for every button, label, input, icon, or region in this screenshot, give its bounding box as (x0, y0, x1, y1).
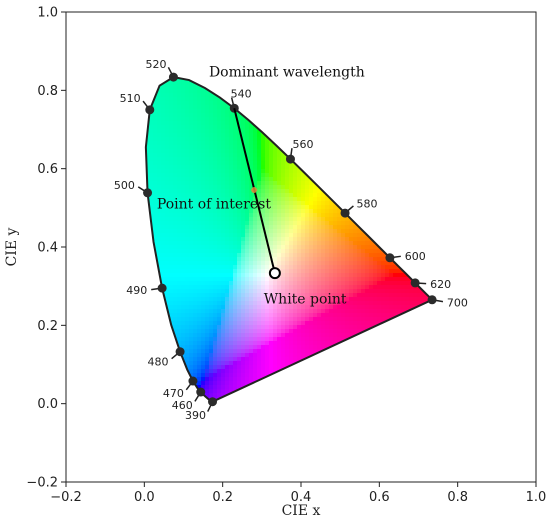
y-tick-label: 0.2 (37, 319, 58, 334)
y-tick-label: 0.6 (37, 162, 58, 177)
x-tick-label: 0.0 (134, 490, 155, 505)
x-tick-label: −0.2 (50, 490, 82, 505)
wavelength-dot (196, 387, 206, 397)
wavelength-dot (168, 72, 178, 82)
wavelength-marker-490: 490 (126, 283, 167, 297)
wavelength-label: 580 (356, 197, 377, 210)
wavelength-marker-390: 390 (185, 397, 218, 422)
wavelength-label: 480 (148, 355, 169, 368)
y-axis-label: CIE y (4, 228, 20, 267)
point-of-interest-marker (251, 187, 258, 194)
wavelength-dot (410, 278, 420, 288)
x-tick-label: 0.6 (369, 490, 390, 505)
wavelength-marker-700: 700 (427, 295, 468, 309)
wavelength-label: 520 (146, 58, 167, 71)
x-tick-label: 0.2 (212, 490, 233, 505)
wavelength-label: 540 (231, 88, 252, 101)
x-tick-label: 0.4 (291, 490, 312, 505)
wavelength-dot (285, 154, 295, 164)
wavelength-label: 600 (405, 250, 426, 263)
y-tick-label: 0.0 (37, 397, 58, 412)
wavelength-marker-580: 580 (340, 197, 377, 218)
wavelength-label: 700 (447, 296, 468, 309)
wavelength-marker-520: 520 (146, 58, 178, 82)
x-tick-label: 0.8 (447, 490, 468, 505)
wavelength-marker-470: 470 (163, 376, 198, 400)
x-axis-label: CIE x (282, 503, 321, 519)
white-point-marker (268, 267, 281, 280)
wavelength-dot (427, 295, 437, 305)
wavelength-dot (145, 105, 155, 115)
y-axis-ticks: −0.2 0.0 0.2 0.4 0.6 0.8 1.0 (26, 6, 66, 491)
y-tick-label: 0.4 (37, 241, 58, 256)
wavelength-marker-500: 500 (114, 179, 153, 198)
y-tick-label: 0.8 (37, 84, 58, 99)
gamut-color-fill (145, 77, 433, 402)
wavelength-dot (175, 347, 185, 357)
wavelength-label: 620 (430, 278, 451, 291)
wavelength-marker-540: 540 (229, 88, 252, 113)
wavelength-label: 560 (292, 138, 313, 151)
wavelength-dot (385, 253, 395, 263)
annotations: Dominant wavelength Point of interest Whit… (157, 65, 365, 308)
wavelength-marker-510: 510 (120, 92, 155, 115)
wavelength-label: 470 (163, 387, 184, 400)
wavelength-dot (143, 188, 153, 198)
wavelength-dot (157, 283, 167, 293)
wavelength-label: 500 (114, 179, 135, 192)
wavelength-marker-560: 560 (285, 138, 313, 164)
wavelength-marker-620: 620 (410, 278, 451, 291)
wavelength-dot (340, 208, 350, 218)
x-tick-label: 1.0 (526, 490, 547, 505)
dominant-wavelength-annotation: Dominant wavelength (209, 65, 365, 81)
white-point-annotation: White point (264, 291, 347, 307)
wavelength-marker-480: 480 (148, 347, 185, 368)
point-of-interest-annotation: Point of interest (157, 197, 271, 213)
wavelength-dot (208, 397, 218, 407)
wavelength-dot (188, 376, 198, 386)
wavelength-marker-600: 600 (385, 250, 426, 263)
x-axis-ticks: −0.2 0.0 0.2 0.4 0.6 0.8 1.0 (50, 482, 546, 505)
y-tick-label: −0.2 (26, 476, 58, 491)
wavelength-label: 510 (120, 92, 141, 105)
y-tick-label: 1.0 (37, 6, 58, 21)
wavelength-label: 460 (172, 399, 193, 412)
wavelength-marker-460: 460 (172, 387, 206, 412)
wavelength-label: 390 (185, 409, 206, 422)
wavelength-label: 490 (126, 284, 147, 297)
